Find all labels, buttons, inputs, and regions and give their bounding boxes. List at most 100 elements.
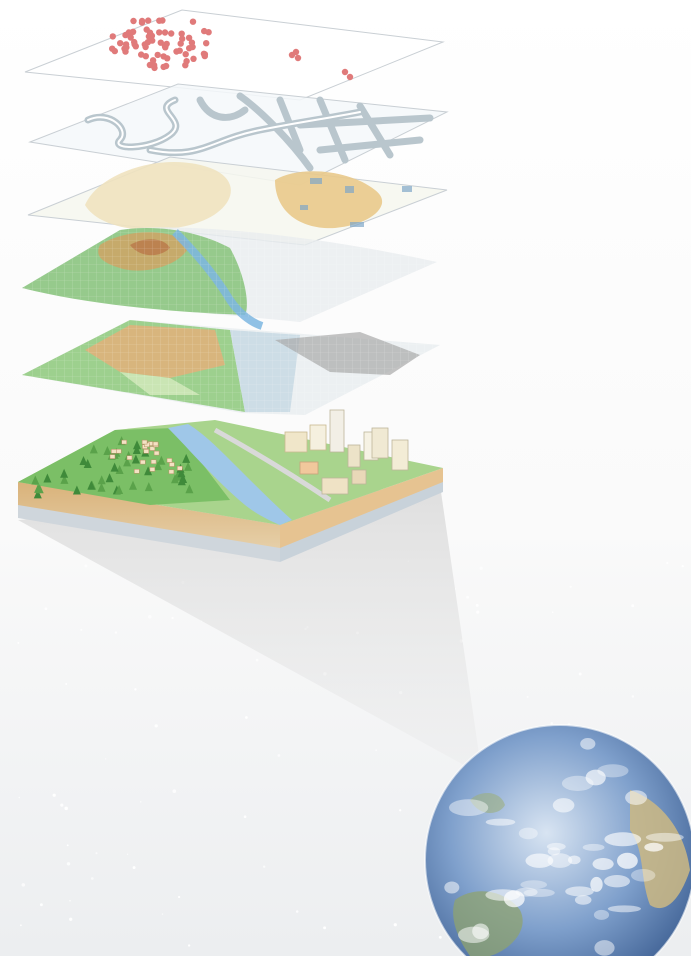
cloud — [518, 827, 538, 840]
cloud — [607, 905, 642, 913]
star-speckle — [90, 877, 94, 880]
point-feature — [179, 35, 186, 42]
star-speckle — [154, 724, 158, 728]
star-speckle — [132, 866, 136, 870]
cloud — [593, 909, 610, 920]
point-feature — [160, 53, 167, 60]
star-speckle — [148, 615, 152, 619]
point-feature — [109, 45, 116, 52]
star-speckles — [17, 560, 684, 947]
cloud — [546, 842, 566, 851]
point-feature — [138, 17, 146, 25]
star-speckle — [134, 688, 137, 691]
tree — [115, 465, 124, 474]
layer-landcover — [22, 320, 440, 415]
house — [140, 459, 146, 465]
cloud — [525, 853, 554, 868]
cloud — [565, 886, 594, 897]
tree — [133, 440, 141, 450]
point-features — [109, 17, 354, 81]
point-feature — [131, 41, 138, 48]
star-speckle — [17, 641, 20, 644]
point-feature — [154, 51, 161, 59]
star-speckle — [666, 561, 669, 565]
cloud — [503, 890, 525, 908]
tree — [144, 482, 153, 492]
star-speckle — [245, 716, 248, 719]
tree — [131, 454, 140, 464]
tree — [79, 456, 88, 465]
star-speckle — [526, 695, 529, 698]
star-speckle — [126, 853, 129, 855]
point-feature — [142, 53, 149, 60]
cloud — [547, 847, 561, 856]
tree — [60, 468, 69, 478]
point-feature — [130, 17, 137, 25]
point-feature — [149, 57, 157, 64]
house — [141, 439, 148, 445]
cloud — [552, 798, 575, 813]
layer-landuse — [27, 156, 448, 246]
point-feature — [183, 58, 190, 65]
tree — [83, 459, 92, 468]
point-feature — [188, 39, 196, 46]
point-feature — [117, 40, 124, 47]
star-speckle — [20, 924, 22, 927]
cloud — [625, 790, 648, 805]
point-feature — [201, 27, 208, 35]
point-feature — [185, 34, 193, 41]
projection-beam — [18, 485, 482, 775]
point-feature — [177, 40, 184, 47]
layer-roads — [28, 83, 449, 186]
star-speckle — [479, 566, 483, 570]
star-speckle — [21, 883, 26, 887]
house — [134, 469, 140, 474]
cloud — [644, 842, 664, 852]
house — [109, 454, 116, 459]
point-feature — [156, 17, 163, 24]
tree — [182, 453, 191, 463]
cloud — [580, 738, 596, 750]
point-feature — [161, 29, 169, 36]
cloud — [449, 799, 489, 816]
star-speckle — [65, 683, 68, 685]
point-feature — [157, 39, 164, 46]
star-speckle — [631, 695, 635, 698]
star-speckle — [323, 926, 327, 930]
star-speckle — [551, 611, 554, 614]
star-speckle — [139, 801, 142, 803]
tree — [97, 482, 106, 492]
tree — [105, 473, 114, 483]
point-feature — [190, 55, 197, 62]
star-speckle — [399, 809, 402, 812]
point-feature — [173, 48, 180, 55]
point-feature — [201, 52, 208, 60]
star-speckle — [476, 610, 480, 614]
cloud — [645, 832, 684, 842]
layer-points — [24, 9, 445, 101]
earth-globe — [424, 724, 691, 956]
house — [126, 455, 133, 460]
cloud — [604, 875, 630, 888]
cloud — [592, 858, 614, 870]
star-speckle — [105, 758, 107, 760]
point-feature — [125, 29, 133, 36]
tree — [132, 445, 141, 454]
tree — [89, 444, 98, 454]
point-feature — [109, 33, 117, 40]
cloud — [515, 887, 538, 897]
cloud — [604, 832, 642, 847]
block-city — [284, 409, 409, 495]
point-feature — [145, 33, 153, 40]
tree — [123, 457, 132, 467]
cloud — [585, 769, 606, 786]
tree — [177, 468, 186, 478]
star-speckle — [172, 789, 177, 793]
star-speckle — [66, 862, 71, 866]
star-speckle — [114, 631, 118, 634]
tree — [177, 476, 186, 486]
house — [111, 449, 117, 454]
point-feature — [203, 40, 210, 47]
star-speckle — [177, 895, 181, 899]
